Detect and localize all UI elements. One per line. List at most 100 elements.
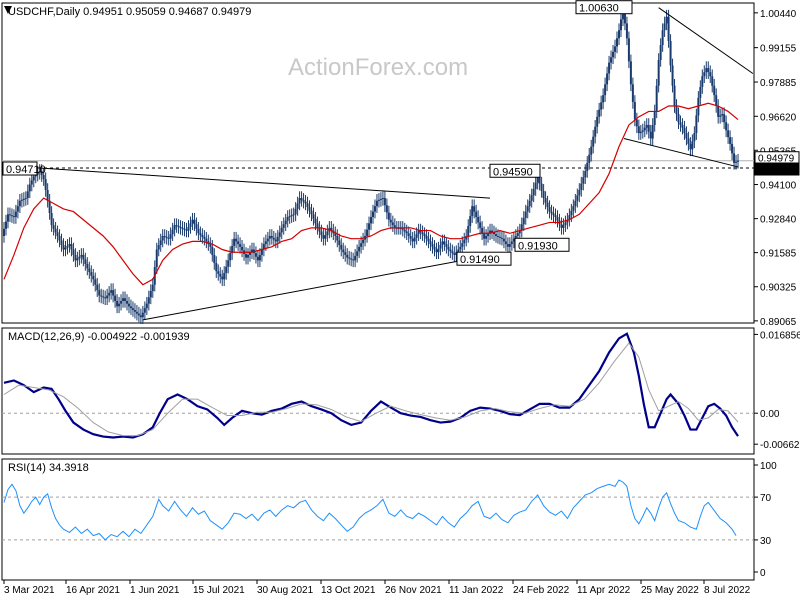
candle-body [415,234,418,238]
candle-body [96,284,99,291]
candle-body [580,183,583,190]
candle-body [447,246,450,250]
candle-body [94,279,97,285]
candle-body [177,226,180,228]
candle-body [598,109,601,117]
candle-body [250,249,253,253]
candle-body [614,46,617,52]
candle-body [600,102,603,110]
x-tick-label: 26 Nov 2021 [385,585,442,596]
candle-body [187,226,190,231]
candle-body [703,72,706,77]
candle-body [354,255,357,261]
candle-body [538,176,541,184]
candle-body [98,290,101,296]
candle-body [625,23,628,39]
candle-body [12,216,15,218]
price-y-tick-label: 0.92840 [760,215,797,226]
x-axis: 3 Mar 2021 16 Apr 2021 1 Jun 2021 15 Jul 20… [3,580,751,596]
candle-body [28,184,31,192]
candle-body [201,235,204,237]
candle-body [139,315,142,318]
candle-body [221,276,224,280]
candle-body [459,246,462,250]
candle-body [352,259,355,261]
candle-body [393,225,396,228]
candle-body [348,257,351,259]
header-triangle-icon [4,6,12,14]
candle-body [419,230,422,233]
candle-body [227,260,230,267]
candle-body [340,245,343,250]
candle-body [453,253,456,255]
candle-body [469,216,472,227]
candle-body [54,228,57,233]
candle-body [485,235,488,239]
candle-body [655,85,658,112]
annotation-box [456,251,512,266]
candle-body [631,84,634,102]
candle-body [467,226,470,236]
candle-body [46,189,49,201]
candle-body [205,238,208,242]
macd-signal-line [3,342,739,437]
candle-body [6,214,9,222]
candle-body [512,238,515,242]
candle-body [161,235,164,241]
candle-body [562,225,565,228]
candle-body [427,238,430,242]
candle-body [578,189,581,196]
rsi-y-tick-label: 100 [760,461,777,472]
candle-body [20,199,23,201]
candle-body [330,227,333,231]
candle-body [274,239,277,242]
candle-body [731,143,734,154]
candle-body [606,73,609,85]
annotation-box [489,163,541,178]
candle-body [318,227,321,232]
candle-body [88,268,91,273]
candle-body [729,137,732,144]
candle-body [127,303,130,307]
candle-body [649,131,652,139]
candle-body [520,224,523,231]
candle-body [510,241,513,245]
price-y-tick-label: 0.99155 [760,44,797,55]
candle-body [30,180,33,185]
candle-body [542,190,545,199]
candle-body [80,254,83,257]
annotation-text: 0.94710 [6,164,46,176]
candle-body [570,210,573,216]
candle-body [116,300,119,307]
candle-body [114,295,117,301]
candle-body [536,176,539,183]
candle-body [72,249,75,255]
candle-body [124,298,127,301]
candle-body [417,230,420,235]
candle-body [455,252,458,255]
candle-body [717,106,720,117]
candle-body [189,223,192,227]
candle-body [338,240,341,246]
candle-body [514,235,517,239]
candle-body [421,232,424,235]
candle-body [16,206,19,212]
candle-body [641,130,644,132]
candle-body [223,272,226,280]
candle-body [219,273,222,277]
candle-body [568,215,571,220]
candle-body [465,235,468,240]
candle-body [286,217,289,221]
candle-body [473,206,476,212]
candle-body [233,238,236,246]
candle-body [213,254,216,264]
candle-body [389,219,392,223]
candle-body [296,203,299,209]
candle-body [409,235,412,239]
annotation-label: 0.94710 [2,161,46,176]
candle-body [58,235,61,241]
candle-body [40,170,43,176]
candle-body [36,172,39,175]
candle-body [256,256,259,261]
